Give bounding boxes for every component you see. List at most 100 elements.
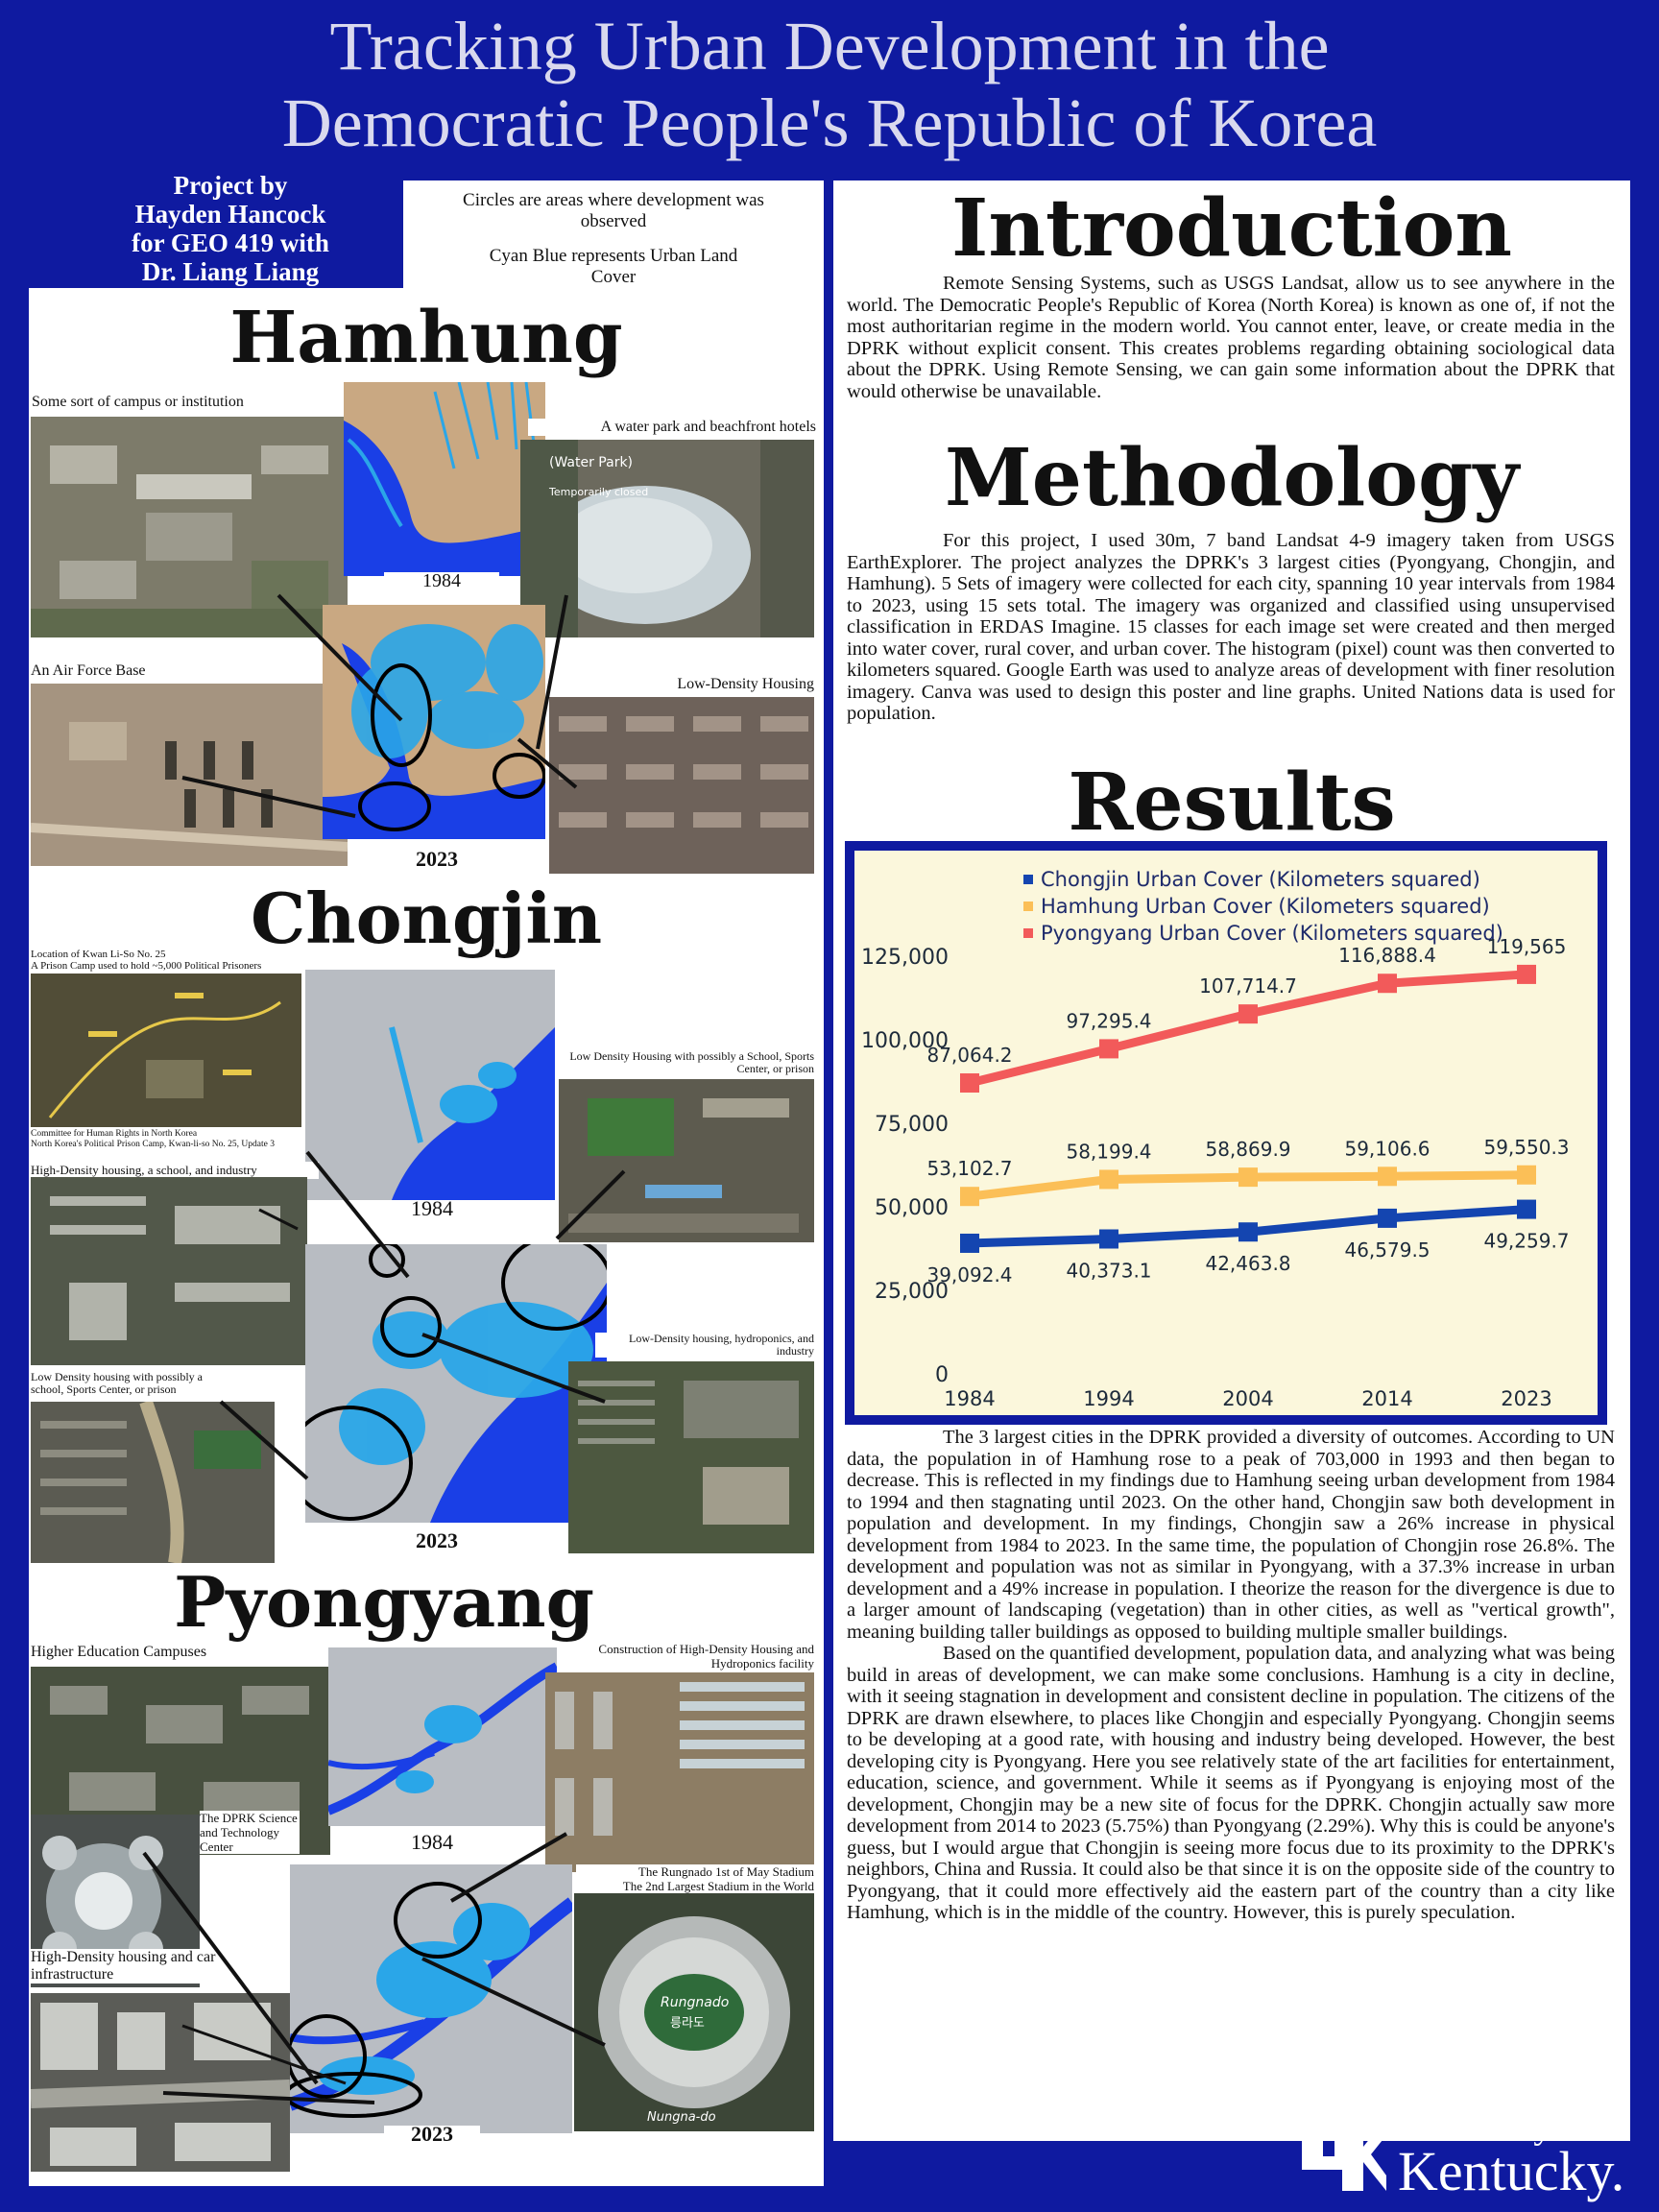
chongjin-annotation-arrows <box>219 1150 626 1480</box>
data-point <box>1517 964 1536 984</box>
map-pyongyang-1984 <box>328 1647 557 1826</box>
credit-line: Hayden Hancock <box>134 200 326 228</box>
hydroponics-image <box>568 1361 814 1553</box>
data-label: 49,259.7 <box>1483 1230 1569 1253</box>
legend-label: Hamhung Urban Cover (Kilometers squared) <box>1041 895 1490 918</box>
caption-airforce: An Air Force Base <box>31 662 319 680</box>
map-chongjin-2023 <box>305 1244 607 1523</box>
data-label: 58,199.4 <box>1066 1140 1151 1163</box>
credit-line: Dr. Liang Liang <box>141 257 320 286</box>
photo-chongjin-hd-housing <box>31 1177 307 1365</box>
data-label: 59,550.3 <box>1483 1136 1569 1159</box>
legend-swatch <box>1023 875 1033 884</box>
caption-waterpark: A water park and beachfront hotels <box>528 419 816 436</box>
legend-notes-box: Circles are areas where development was … <box>403 180 824 296</box>
introduction-body: Remote Sensing Systems, such as USGS Lan… <box>847 273 1615 402</box>
x-tick-label: 2004 <box>1222 1387 1273 1410</box>
results-body: The 3 largest cities in the DPRK provide… <box>847 1427 1615 1924</box>
chongjin-1984-classified <box>305 970 555 1200</box>
caption-pyongyang-campuses: Higher Education Campuses <box>31 1644 319 1661</box>
waterpark-image <box>520 440 814 637</box>
x-tick-label: 1994 <box>1083 1387 1134 1410</box>
caption-pyongyang-construction: Construction of High-Density Housing and… <box>566 1642 814 1671</box>
data-label: 58,869.9 <box>1205 1138 1290 1161</box>
airforce-image <box>31 684 348 866</box>
data-label: 40,373.1 <box>1066 1260 1151 1283</box>
poster-title-line-1: Tracking Urban Development in the <box>329 8 1330 84</box>
map-pyongyang-2023 <box>290 1864 572 2133</box>
data-point <box>1099 1169 1118 1190</box>
results-heading: Results <box>1068 757 1396 849</box>
results-paragraph-2: Based on the quantified development, pop… <box>847 1643 1615 1923</box>
pyongyang-2023-classified <box>290 1864 572 2133</box>
data-point <box>960 1187 979 1207</box>
y-tick-label: 25,000 <box>875 1280 949 1304</box>
car-infra-image <box>31 1993 290 2172</box>
data-point <box>1378 974 1397 994</box>
x-tick-label: 2023 <box>1501 1387 1551 1410</box>
waterpark-tag: (Water Park) <box>549 455 634 470</box>
caption-stadium-2: The 2nd Largest Stadium in the World <box>576 1879 814 1893</box>
methodology-body: For this project, I used 30m, 7 band Lan… <box>847 530 1615 725</box>
caption-prison-1: Location of Kwan Li-So No. 25 <box>31 949 319 960</box>
legend-label: Pyongyang Urban Cover (Kilometers square… <box>1041 922 1503 945</box>
y-tick-label: 0 <box>935 1363 949 1387</box>
data-point <box>1378 1208 1397 1228</box>
data-label: 116,888.4 <box>1338 944 1436 967</box>
legend-note-cyan: Cyan Blue represents Urban Land Cover <box>470 246 757 288</box>
poster-title-line-2: Democratic People's Republic of Korea <box>281 84 1378 161</box>
stadium-label-korean: 릉라도 <box>670 2016 705 2031</box>
prison-camp-image <box>31 974 301 1127</box>
data-point <box>1517 1165 1536 1185</box>
caption-science-center: The DPRK Science and Technology Center <box>200 1811 300 1854</box>
data-label: 39,092.4 <box>926 1263 1012 1286</box>
year-label-pyongyang-1984: 1984 <box>384 1832 480 1853</box>
data-label: 97,295.4 <box>1066 1009 1151 1032</box>
uk-monogram-icon <box>1298 2112 1386 2191</box>
caption-prison-source-1: Committee for Human Rights in North Kore… <box>31 1129 319 1140</box>
photo-chongjin-school-left <box>31 1402 275 1563</box>
caption-prison-2: A Prison Camp used to hold ~5,000 Politi… <box>31 960 319 972</box>
introduction-heading: Introduction <box>951 182 1512 275</box>
stadium-image <box>574 1893 814 2131</box>
island-label: Nungna-do <box>647 2110 716 2125</box>
results-chart-panel: Chongjin Urban Cover (Kilometers squared… <box>854 851 1598 1415</box>
housing-image <box>549 697 814 874</box>
y-tick-label: 125,000 <box>861 946 949 970</box>
campus-buildings <box>31 417 348 637</box>
map-hamhung-2023 <box>323 605 545 839</box>
photo-prison-camp <box>31 974 301 1127</box>
photo-car-infrastructure <box>31 1993 290 2172</box>
photo-chongjin-hydroponics <box>568 1361 814 1553</box>
construction-image <box>545 1672 814 1872</box>
legend-note-circles: Circles are areas where development was … <box>432 190 795 232</box>
photo-waterpark: (Water Park) Temporarily closed <box>520 440 814 637</box>
data-label: 53,102.7 <box>926 1157 1012 1180</box>
hamhung-2023-classified <box>323 605 545 839</box>
results-chart-frame: Chongjin Urban Cover (Kilometers squared… <box>845 841 1607 1425</box>
photo-rungnado-stadium: Rungnado 릉라도 Nungna-do <box>574 1893 814 2131</box>
caption-low-density-housing: Low-Density Housing <box>576 676 814 693</box>
pyongyang-1984-classified <box>328 1647 557 1826</box>
map-hamhung-1984 <box>344 382 545 576</box>
legend-swatch <box>1023 928 1033 938</box>
caption-chongjin-hd-housing: High-Density housing, a school, and indu… <box>31 1162 319 1179</box>
uk-logo-line-2: Kentucky. <box>1398 2140 1625 2202</box>
data-point <box>1099 1039 1118 1059</box>
photo-airforce <box>31 684 348 866</box>
caption-campus: Some sort of campus or institution <box>32 394 349 411</box>
pyongyang-annotation-arrows <box>142 1832 606 2104</box>
caption-chongjin-school-right: Low Density Housing with possibly a Scho… <box>566 1050 814 1075</box>
school-left-image <box>31 1402 275 1563</box>
y-tick-label: 100,000 <box>861 1029 949 1053</box>
results-paragraph-1: The 3 largest cities in the DPRK provide… <box>847 1427 1615 1643</box>
data-point <box>960 1073 979 1094</box>
uk-logo-mark <box>1298 2108 1390 2193</box>
year-label-pyongyang-2023: 2023 <box>384 2124 480 2145</box>
data-label: 119,565 <box>1487 935 1567 958</box>
hamhung-1984-classified <box>344 382 545 576</box>
city-title-pyongyang: Pyongyang <box>174 1561 594 1643</box>
data-label: 42,463.8 <box>1205 1252 1290 1275</box>
photo-low-density-housing <box>549 697 814 874</box>
waterpark-closed-label: Temporarily closed <box>549 486 649 498</box>
